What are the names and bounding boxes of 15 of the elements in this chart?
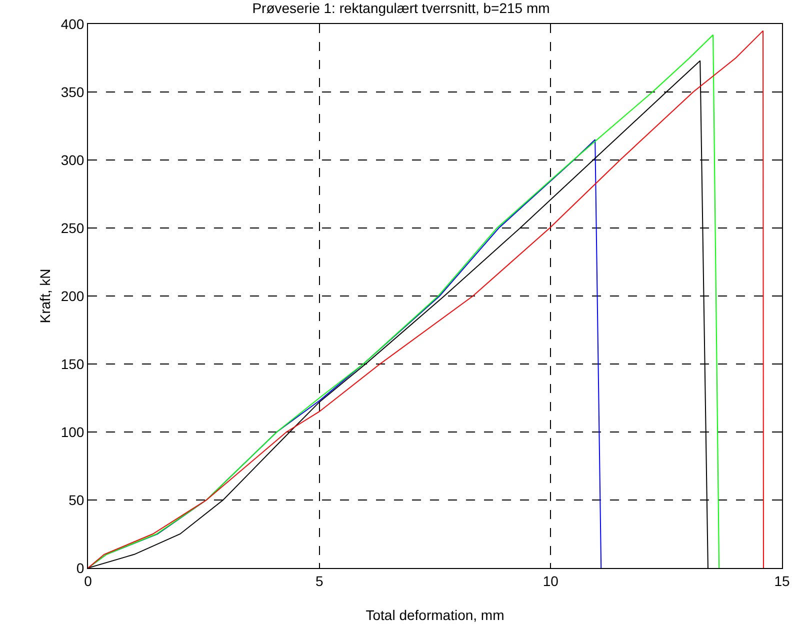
y-tick-label: 350	[60, 84, 84, 100]
x-axis-title: Total deformation, mm	[366, 607, 504, 623]
y-tick-label: 50	[68, 492, 84, 508]
y-tick-label: 150	[60, 356, 84, 372]
y-tick-label: 100	[60, 424, 84, 440]
y-tick-label: 0	[76, 560, 84, 576]
chart-title: Prøveserie 1: rektangulært tverrsnitt, b=215 mm	[252, 0, 550, 16]
y-tick-label: 300	[60, 152, 84, 168]
x-tick-label: 10	[542, 572, 559, 589]
y-tick-label: 200	[60, 288, 84, 304]
x-tick-label: 15	[774, 572, 790, 589]
y-axis-title: Kraft, kN	[37, 268, 53, 324]
y-tick-label: 400	[60, 16, 84, 32]
y-tick-label: 250	[60, 220, 84, 236]
x-tick-label: 5	[315, 572, 324, 589]
